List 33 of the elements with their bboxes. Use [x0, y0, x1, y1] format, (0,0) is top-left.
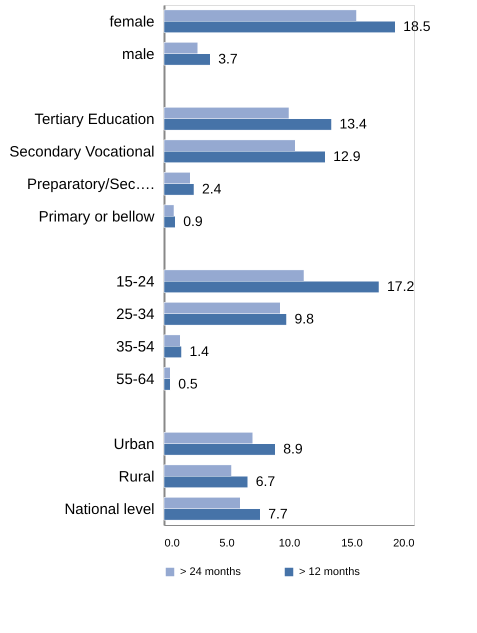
data-label: 1.4 — [190, 342, 210, 359]
y-tick-label: Urban — [114, 436, 154, 453]
data-label: 0.5 — [178, 375, 198, 392]
x-tick-label: 20.0 — [393, 538, 414, 550]
y-tick-label: Secondary Vocational — [9, 143, 154, 160]
y-tick-label: National level — [64, 500, 154, 518]
data-label: 8.9 — [283, 440, 303, 456]
data-label: 0.9 — [183, 212, 203, 229]
data-label: 18.5 — [403, 18, 431, 34]
y-tick-label: 55-64 — [116, 370, 154, 388]
data-label: 2.4 — [202, 180, 222, 196]
data-label: 13.4 — [340, 115, 367, 132]
data-label: 12.9 — [333, 148, 361, 164]
y-tick-label: Tertiary Education — [34, 110, 154, 128]
y-tick-label: Primary or bellow — [38, 208, 155, 226]
data-label: 3.7 — [218, 50, 238, 66]
data-label: 17.2 — [387, 278, 414, 294]
legend-label: > 24 months — [180, 566, 242, 578]
x-tick-label: 10.0 — [278, 538, 300, 550]
y-tick-label: 15-24 — [116, 273, 154, 290]
y-tick-label: Rural — [118, 468, 154, 486]
data-label: 6.7 — [256, 472, 276, 489]
x-tick-label: 5.0 — [219, 538, 235, 550]
y-tick-label: male — [122, 46, 154, 63]
legend-label: > 12 months — [299, 566, 360, 578]
x-tick-label: 0.0 — [164, 538, 180, 550]
y-tick-label: Preparatory/Sec…. — [26, 176, 154, 193]
y-tick-label: female — [109, 13, 154, 30]
x-tick-label: 15.0 — [341, 538, 363, 550]
y-tick-label: 25-34 — [116, 306, 154, 323]
data-label: 7.7 — [268, 505, 288, 522]
data-label: 9.8 — [294, 310, 314, 326]
y-tick-label: 35-54 — [116, 338, 154, 356]
